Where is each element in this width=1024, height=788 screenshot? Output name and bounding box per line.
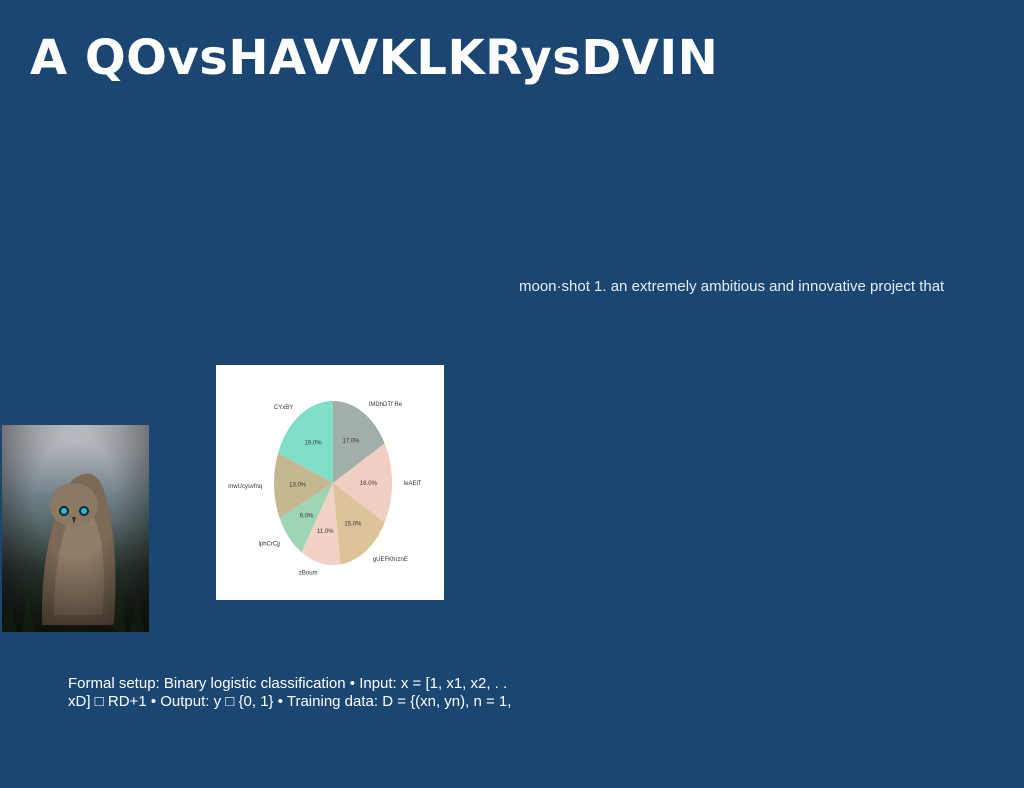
pie-category-label-2: gUEFKhrznE [373,557,408,563]
definition-text: moon·shot 1. an extremely ambitious and … [519,278,945,295]
pie-category-label-1: leAElT [404,481,422,487]
pie-value-label-1: 16.0% [360,481,378,487]
pie-category-label-3: zBoum [299,571,318,577]
pie-chart-svg: 17.0% lMDhDTf Re 16.0% leAElT 15.0% gUEFKhrzn… [228,401,422,577]
pie-category-label-5: mwUcysvfnq [228,484,262,490]
pie-value-label-5: 13.0% [289,483,307,489]
formal-setup-line-1: Formal setup: Binary logistic classifica… [68,675,508,692]
pie-value-label-0: 17.0% [343,439,361,445]
pie-category-label-0: lMDhDTf Re [369,402,403,408]
pie-chart: 17.0% lMDhDTf Re 16.0% leAElT 15.0% gUEFKhrzn… [216,365,444,600]
formal-setup-text: Formal setup: Binary logistic classifica… [68,675,548,711]
pie-slice-6 [278,401,333,483]
pie-category-label-4: lphCrCjj [259,542,280,548]
pie-category-label-6: CYxBY [274,405,293,411]
pie-value-label-6: 19.0% [305,440,323,446]
formal-setup-line-2: xD] □ RD+1 • Output: y □ {0, 1} • Traini… [68,693,512,710]
owl-photo [2,425,149,632]
pie-value-label-3: 11.0% [317,529,334,535]
pie-slice-4 [279,483,333,553]
slide-title: A QOvsHAVVKLKRysDVIN [30,30,719,86]
pie-value-label-2: 15.0% [344,522,362,528]
pie-slice-0 [333,401,385,483]
pie-value-label-4: 9.0% [300,514,314,520]
pie-slice-5 [274,452,333,518]
pie-slice-2 [333,483,385,565]
pie-slice-3 [301,483,341,565]
pie-slice-1 [333,443,392,523]
owl-image [2,425,149,632]
